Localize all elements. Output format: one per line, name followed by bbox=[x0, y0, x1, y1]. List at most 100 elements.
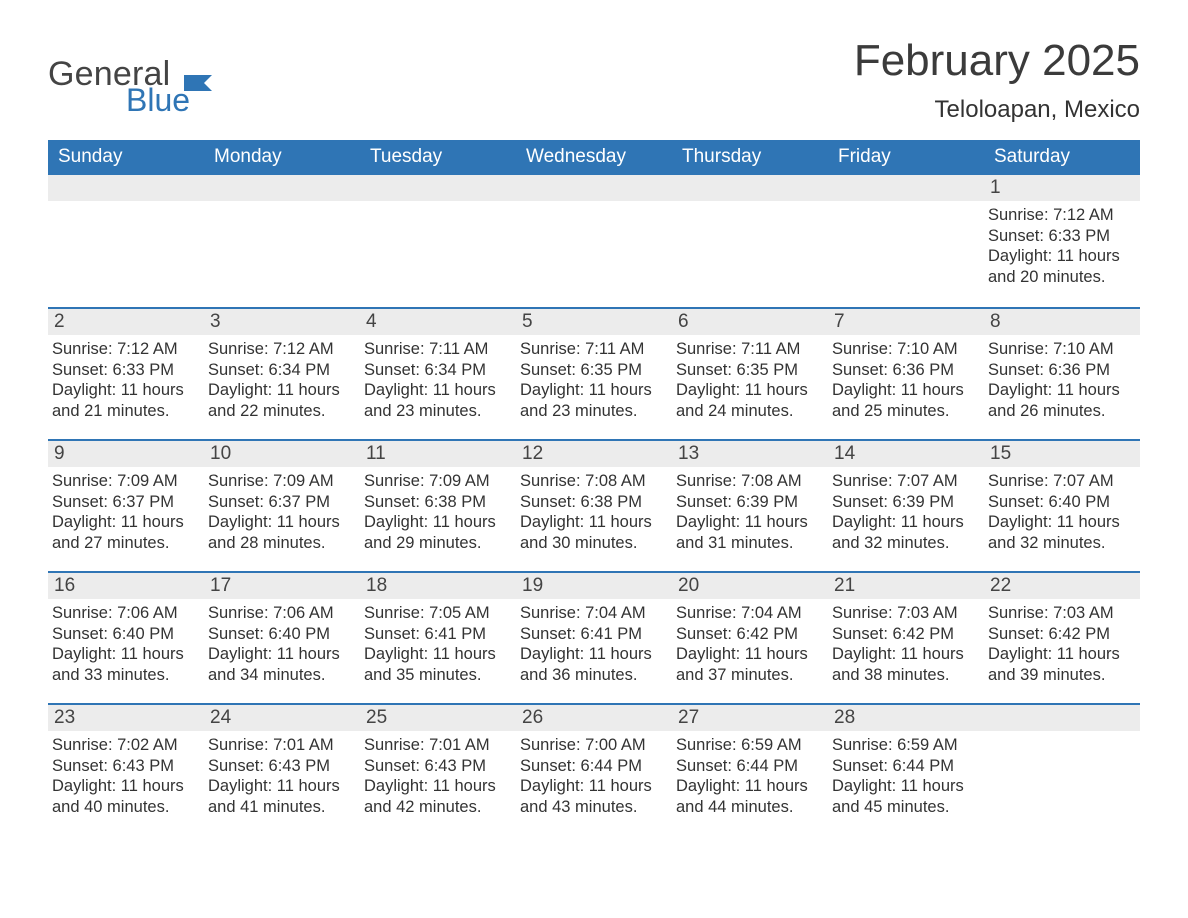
day-number: 13 bbox=[678, 443, 699, 464]
day-details: Sunrise: 7:01 AMSunset: 6:43 PMDaylight:… bbox=[208, 735, 354, 818]
day-number: 21 bbox=[834, 575, 855, 596]
calendar-day: 23 Sunrise: 7:02 AMSunset: 6:43 PMDayligh… bbox=[48, 705, 204, 835]
calendar-week: 2Sunrise: 7:12 AMSunset: 6:33 PMDaylight… bbox=[48, 307, 1140, 439]
sunrise-line: Sunrise: 7:09 AM bbox=[208, 471, 354, 492]
day-details: Sunrise: 7:09 AMSunset: 6:37 PMDaylight:… bbox=[52, 471, 198, 554]
sunset-line: Sunset: 6:44 PM bbox=[676, 756, 822, 777]
sunrise-line: Sunrise: 6:59 AM bbox=[832, 735, 978, 756]
daylight-line: Daylight: 11 hours and 26 minutes. bbox=[988, 380, 1134, 421]
day-number-row: 17 bbox=[204, 573, 360, 599]
day-details: Sunrise: 7:02 AMSunset: 6:43 PMDaylight:… bbox=[52, 735, 198, 818]
sunrise-line: Sunrise: 7:01 AM bbox=[208, 735, 354, 756]
calendar-day-empty: . bbox=[204, 175, 360, 307]
day-number-row: 7 bbox=[828, 309, 984, 335]
day-details: Sunrise: 6:59 AMSunset: 6:44 PMDaylight:… bbox=[676, 735, 822, 818]
day-number-row: 27 bbox=[672, 705, 828, 731]
calendar-day-empty: . bbox=[48, 175, 204, 307]
calendar-day: 22Sunrise: 7:03 AMSunset: 6:42 PMDayligh… bbox=[984, 573, 1140, 703]
sunset-line: Sunset: 6:33 PM bbox=[52, 360, 198, 381]
day-number-row: 21 bbox=[828, 573, 984, 599]
daylight-line: Daylight: 11 hours and 33 minutes. bbox=[52, 644, 198, 685]
day-number-row: 1 bbox=[984, 175, 1140, 201]
day-details: Sunrise: 7:09 AMSunset: 6:37 PMDaylight:… bbox=[208, 471, 354, 554]
day-number-row: 11 bbox=[360, 441, 516, 467]
daylight-line: Daylight: 11 hours and 42 minutes. bbox=[364, 776, 510, 817]
day-number: 18 bbox=[366, 575, 387, 596]
calendar-day-empty: . bbox=[360, 175, 516, 307]
calendar-day: 14Sunrise: 7:07 AMSunset: 6:39 PMDayligh… bbox=[828, 441, 984, 571]
calendar-day: 26 Sunrise: 7:00 AMSunset: 6:44 PMDayligh… bbox=[516, 705, 672, 835]
day-number-row: 9 bbox=[48, 441, 204, 467]
day-of-week-cell: Saturday bbox=[984, 140, 1140, 175]
daylight-line: Daylight: 11 hours and 29 minutes. bbox=[364, 512, 510, 553]
calendar-day: 11 Sunrise: 7:09 AMSunset: 6:38 PMDayligh… bbox=[360, 441, 516, 571]
day-number-row: 28 bbox=[828, 705, 984, 731]
sunrise-line: Sunrise: 7:09 AM bbox=[364, 471, 510, 492]
month-title: February 2025 bbox=[854, 36, 1140, 86]
day-details: Sunrise: 6:59 AMSunset: 6:44 PMDaylight:… bbox=[832, 735, 978, 818]
sunrise-line: Sunrise: 7:02 AM bbox=[52, 735, 198, 756]
sunset-line: Sunset: 6:38 PM bbox=[520, 492, 666, 513]
day-number: 23 bbox=[54, 707, 75, 728]
day-number-row: 25 bbox=[360, 705, 516, 731]
calendar-day: 27 Sunrise: 6:59 AMSunset: 6:44 PMDayligh… bbox=[672, 705, 828, 835]
day-number-row: . bbox=[672, 175, 828, 201]
calendar-day: 3 Sunrise: 7:12 AMSunset: 6:34 PMDaylight… bbox=[204, 309, 360, 439]
sunset-line: Sunset: 6:43 PM bbox=[208, 756, 354, 777]
day-number: 20 bbox=[678, 575, 699, 596]
daylight-line: Daylight: 11 hours and 40 minutes. bbox=[52, 776, 198, 817]
sunset-line: Sunset: 6:43 PM bbox=[52, 756, 198, 777]
day-details: Sunrise: 7:12 AMSunset: 6:34 PMDaylight:… bbox=[208, 339, 354, 422]
calendar-day: 20Sunrise: 7:04 AMSunset: 6:42 PMDayligh… bbox=[672, 573, 828, 703]
calendar-day: 6Sunrise: 7:11 AMSunset: 6:35 PMDaylight… bbox=[672, 309, 828, 439]
calendar-day: 13Sunrise: 7:08 AMSunset: 6:39 PMDayligh… bbox=[672, 441, 828, 571]
day-number-row: 4 bbox=[360, 309, 516, 335]
day-of-week-cell: Wednesday bbox=[516, 140, 672, 175]
daylight-line: Daylight: 11 hours and 28 minutes. bbox=[208, 512, 354, 553]
day-number-row: . bbox=[516, 175, 672, 201]
location-label: Teloloapan, Mexico bbox=[854, 96, 1140, 124]
calendar-day-empty: . bbox=[984, 705, 1140, 835]
day-number-row: . bbox=[360, 175, 516, 201]
sunset-line: Sunset: 6:38 PM bbox=[364, 492, 510, 513]
daylight-line: Daylight: 11 hours and 30 minutes. bbox=[520, 512, 666, 553]
calendar-day: 28 Sunrise: 6:59 AMSunset: 6:44 PMDayligh… bbox=[828, 705, 984, 835]
day-number-row: 13 bbox=[672, 441, 828, 467]
calendar-day: 25Sunrise: 7:01 AMSunset: 6:43 PMDayligh… bbox=[360, 705, 516, 835]
sunrise-line: Sunrise: 7:10 AM bbox=[988, 339, 1134, 360]
sunrise-line: Sunrise: 7:03 AM bbox=[832, 603, 978, 624]
sunrise-line: Sunrise: 7:04 AM bbox=[520, 603, 666, 624]
calendar-day-empty: . bbox=[828, 175, 984, 307]
day-number: 22 bbox=[990, 575, 1011, 596]
calendar-day: 19Sunrise: 7:04 AMSunset: 6:41 PMDayligh… bbox=[516, 573, 672, 703]
day-number: 11 bbox=[366, 443, 386, 464]
calendar-day: 12Sunrise: 7:08 AMSunset: 6:38 PMDayligh… bbox=[516, 441, 672, 571]
day-number-row: 6 bbox=[672, 309, 828, 335]
flag-icon bbox=[184, 71, 220, 100]
day-number: 17 bbox=[210, 575, 231, 596]
sunset-line: Sunset: 6:41 PM bbox=[364, 624, 510, 645]
day-details: Sunrise: 7:06 AMSunset: 6:40 PMDaylight:… bbox=[52, 603, 198, 686]
day-number-row: 16 bbox=[48, 573, 204, 599]
sunrise-line: Sunrise: 7:10 AM bbox=[832, 339, 978, 360]
sunset-line: Sunset: 6:39 PM bbox=[832, 492, 978, 513]
sunrise-line: Sunrise: 7:09 AM bbox=[52, 471, 198, 492]
day-number: 28 bbox=[834, 707, 855, 728]
calendar-day-empty: . bbox=[672, 175, 828, 307]
sunrise-line: Sunrise: 7:08 AM bbox=[520, 471, 666, 492]
calendar-day: 15Sunrise: 7:07 AMSunset: 6:40 PMDayligh… bbox=[984, 441, 1140, 571]
calendar-day: 24 Sunrise: 7:01 AMSunset: 6:43 PMDayligh… bbox=[204, 705, 360, 835]
sunrise-line: Sunrise: 7:03 AM bbox=[988, 603, 1134, 624]
day-number-row: 2 bbox=[48, 309, 204, 335]
sunrise-line: Sunrise: 7:00 AM bbox=[520, 735, 666, 756]
day-number-row: 14 bbox=[828, 441, 984, 467]
day-number: 24 bbox=[210, 707, 231, 728]
day-details: Sunrise: 7:00 AMSunset: 6:44 PMDaylight:… bbox=[520, 735, 666, 818]
day-details: Sunrise: 7:12 AMSunset: 6:33 PMDaylight:… bbox=[988, 205, 1134, 288]
day-number: 26 bbox=[522, 707, 543, 728]
calendar-day: 18Sunrise: 7:05 AMSunset: 6:41 PMDayligh… bbox=[360, 573, 516, 703]
day-details: Sunrise: 7:08 AMSunset: 6:38 PMDaylight:… bbox=[520, 471, 666, 554]
daylight-line: Daylight: 11 hours and 38 minutes. bbox=[832, 644, 978, 685]
day-number-row: 3 bbox=[204, 309, 360, 335]
calendar-day: 21Sunrise: 7:03 AMSunset: 6:42 PMDayligh… bbox=[828, 573, 984, 703]
